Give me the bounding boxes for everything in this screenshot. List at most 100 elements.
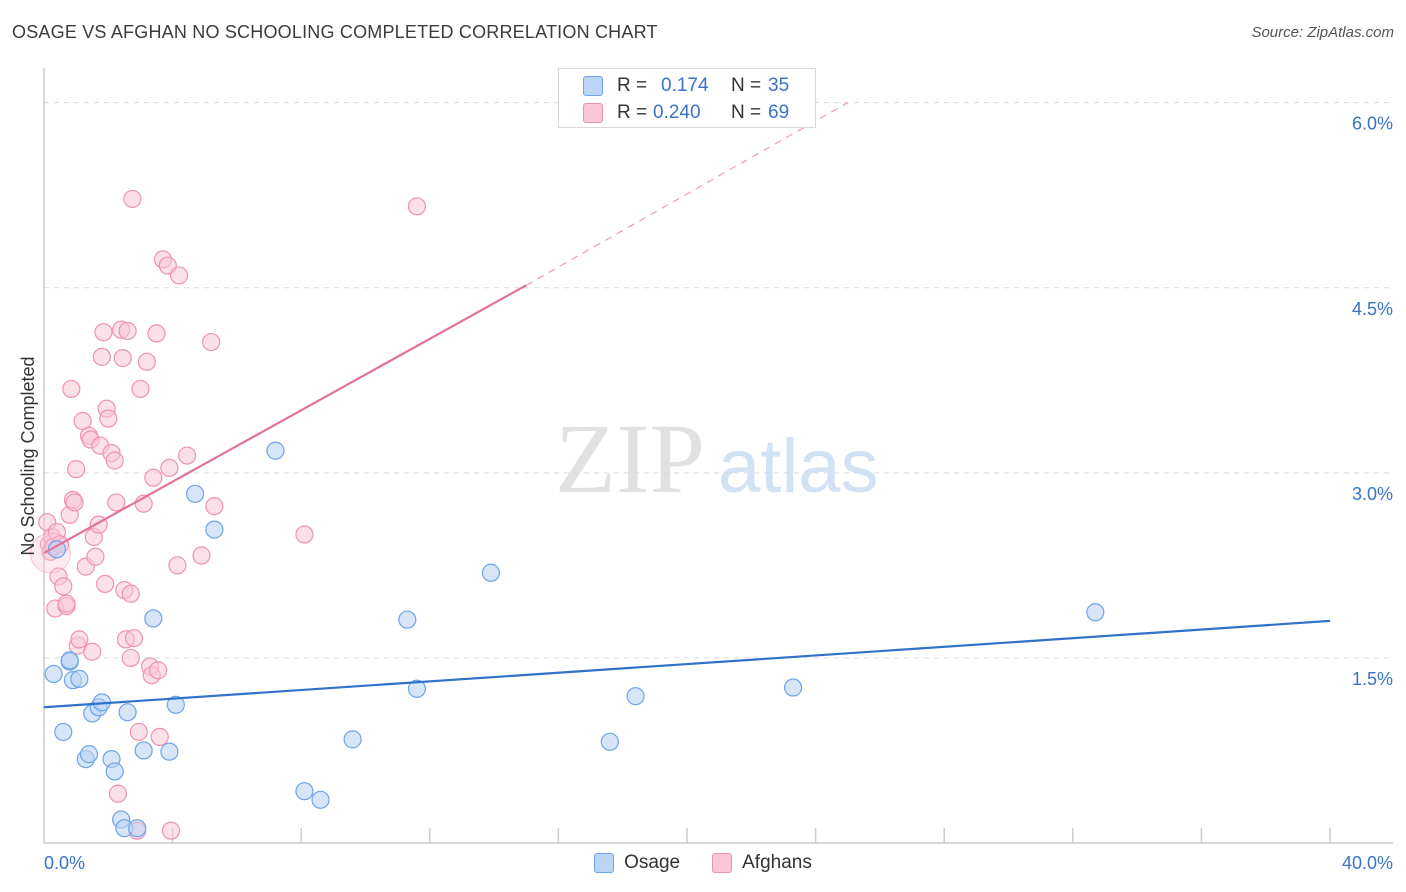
afghans-point [121,584,140,603]
stats-n-label: N = [731,75,762,96]
afghans-point [113,348,132,368]
x-tick-label: 40.0% [1342,853,1393,873]
bottom-legend: Osage Afghans [0,852,1406,874]
osage-point [398,610,417,629]
osage-point [783,678,803,697]
osage-point [118,703,137,722]
osage-point [134,741,153,760]
afghans-point [144,468,163,487]
afghans-point [407,197,427,216]
osage-point [70,669,89,688]
osage-point [60,651,79,670]
osage-point [343,730,362,749]
afghans-swatch [583,103,603,123]
osage-point [47,540,66,559]
afghans-point [54,577,73,596]
axis-layer: 1.5% 3.0% 4.5% 6.0% 0.0% 40.0% [43,68,1393,873]
legend-item-afghans[interactable]: Afghans [712,852,812,874]
osage-point [266,441,285,460]
afghans-point [131,379,150,399]
grid-layer [44,102,1393,659]
afghans-point [124,629,144,648]
osage-points [44,441,1105,838]
afghans-point [83,642,102,661]
afghans-swatch [712,853,733,873]
stats-r-value: 0.174 [661,75,709,96]
legend-label-afghans: Afghans [742,852,812,873]
osage-point [407,679,427,698]
legend-item-osage[interactable]: Osage [594,852,680,874]
afghans-point [177,446,197,465]
osage-point [128,819,147,838]
osage-point [44,664,63,684]
afghans-point [121,648,140,668]
osage-point [481,563,500,582]
afghans-trend-line [43,284,527,555]
stats-n-value: 35 [768,75,790,96]
afghans-point [202,332,221,352]
osage-point [205,520,224,539]
afghans-point [108,784,128,803]
afghans-point [99,409,118,428]
osage-point [1086,603,1105,622]
afghans-point [147,324,166,343]
afghans-point [95,574,115,593]
chart-title: OSAGE VS AFGHAN NO SCHOOLING COMPLETED C… [12,22,658,42]
afghans-point [161,821,181,840]
osage-trend-line [43,619,1331,709]
afghans-trend-extension [525,102,849,286]
osage-point [105,762,124,781]
osage-swatch [583,76,603,96]
afghans-point [92,347,111,366]
afghans-point [62,379,81,399]
osage-swatch [594,853,615,873]
stats-r-label: R = [617,102,648,123]
afghans-point [205,497,224,516]
stats-r-label: R = [617,75,648,96]
afghans-point [129,722,148,742]
osage-point [166,695,185,714]
afghans-point [168,556,187,575]
osage-point [311,790,330,809]
y-tick-label: 3.0% [1352,484,1393,504]
y-tick-label: 4.5% [1352,299,1393,319]
afghans-point [169,266,189,285]
afghans-point [192,546,211,565]
watermark-zip: ZIP [555,403,705,514]
osage-point [144,609,163,628]
y-tick-label: 1.5% [1352,669,1393,689]
osage-point [54,722,73,742]
afghans-point [94,323,113,342]
y-tick-label: 6.0% [1352,114,1393,134]
legend-label-osage: Osage [624,852,681,873]
stats-legend: R = 0.174 N = 35 R = 0.240 N = 69 [558,68,816,128]
afghans-point [295,525,314,544]
y-axis-title: No Schooling Completed [18,356,38,555]
trend-layer [43,102,1331,709]
afghans-point [149,661,168,680]
afghans-point [65,493,84,512]
afghans-point [150,727,169,746]
afghans-point [86,547,105,566]
source-credit: Source: ZipAtlas.com [1251,24,1394,41]
afghans-point [107,493,126,512]
stats-n-value: 69 [768,102,790,123]
afghans-point [70,630,89,649]
afghans-point [57,594,76,613]
afghans-points [29,189,427,840]
afghans-point [137,352,156,371]
stats-n-label: N = [731,102,762,123]
osage-point [626,687,645,706]
afghans-point [160,458,179,478]
afghans-point [123,189,142,209]
x-tick-label: 0.0% [44,853,85,873]
afghans-point [105,451,124,470]
watermark-atlas: atlas [718,424,879,509]
osage-point [295,782,314,801]
osage-point [186,484,205,503]
osage-point [79,745,99,764]
stats-r-value: 0.240 [653,102,701,123]
osage-point [600,732,619,751]
afghans-point [118,321,137,341]
